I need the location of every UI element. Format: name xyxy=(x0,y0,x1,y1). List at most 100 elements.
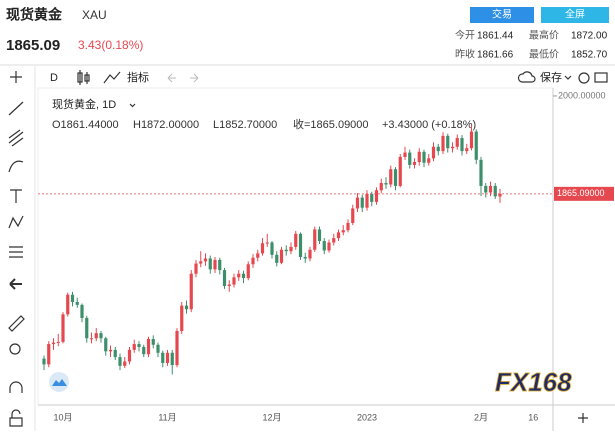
candle-body xyxy=(450,146,455,149)
chart-title[interactable]: 现货黄金, 1D xyxy=(52,97,116,111)
candle-body xyxy=(479,159,483,186)
candle-body xyxy=(184,305,189,310)
candle-body xyxy=(199,261,203,264)
candle-body xyxy=(341,230,345,233)
candle-body xyxy=(351,208,355,223)
candle-body xyxy=(393,169,398,186)
asset-symbol: XAU xyxy=(82,8,107,22)
button-bg[interactable] xyxy=(541,7,609,23)
watermark: FX168 xyxy=(495,367,572,397)
title-menu[interactable] xyxy=(129,103,136,108)
candle-body xyxy=(237,273,241,278)
candle-body xyxy=(493,185,497,197)
candle-body xyxy=(246,264,250,279)
interval[interactable]: D xyxy=(50,72,58,84)
candle-body xyxy=(403,152,407,157)
trade-button[interactable]: 交易 xyxy=(470,7,534,23)
candle-body xyxy=(218,259,222,271)
text-tool[interactable] xyxy=(10,189,22,203)
drawing-tools xyxy=(8,71,25,427)
candle-body xyxy=(51,342,56,345)
candle-body xyxy=(455,138,459,147)
candle-body xyxy=(241,273,246,279)
indicator-icon[interactable] xyxy=(103,71,121,84)
lock-tool[interactable] xyxy=(9,409,23,427)
candle-body xyxy=(137,344,141,347)
candle-body xyxy=(469,131,474,149)
button-bg[interactable] xyxy=(470,7,534,23)
candle-body xyxy=(474,131,478,160)
candle-body xyxy=(484,185,488,193)
undo[interactable] xyxy=(167,73,176,83)
x-tick-label: 12月 xyxy=(262,412,281,422)
settings-icon[interactable] xyxy=(578,72,590,84)
candle-body xyxy=(180,305,184,332)
x-tick-label: 2月 xyxy=(474,412,488,422)
x-tick-label: 11月 xyxy=(158,412,176,422)
legend-close: 收=1865.09000 xyxy=(293,117,369,131)
candle-body xyxy=(322,241,326,251)
candle-body xyxy=(123,361,127,366)
back-tool[interactable] xyxy=(9,278,22,290)
snapshot-icon[interactable] xyxy=(594,72,608,83)
candle-body xyxy=(227,284,231,287)
candle-body xyxy=(289,246,293,252)
candle-body xyxy=(379,183,383,191)
candle-body xyxy=(189,273,193,310)
button-label[interactable]: 交易 xyxy=(492,8,512,21)
candle-body xyxy=(260,243,265,254)
legend-low: L1852.70000 xyxy=(213,119,277,131)
button-label[interactable]: 全屏 xyxy=(565,8,585,21)
candle-body xyxy=(294,233,298,247)
candle-body xyxy=(213,259,217,270)
candle-body xyxy=(108,349,113,352)
save-menu[interactable] xyxy=(564,75,572,80)
candle-body xyxy=(208,258,212,270)
candle-body xyxy=(194,263,198,274)
pattern-tool[interactable] xyxy=(8,215,24,229)
candle-body xyxy=(336,232,341,239)
ruler-tool[interactable] xyxy=(8,315,25,332)
candle-body xyxy=(346,222,350,231)
candle-body xyxy=(156,344,160,353)
candle-body xyxy=(441,135,445,152)
candle-body xyxy=(170,352,174,366)
candle-body xyxy=(431,146,436,159)
indicators[interactable]: 指标 xyxy=(127,70,149,84)
candle-body xyxy=(498,193,502,197)
price-change: 3.43(0.18%) xyxy=(78,38,143,52)
ohlc-legend: O1861.44000 H1872.00000 L1852.70000 收=18… xyxy=(52,117,476,131)
chart-style-icon[interactable] xyxy=(77,70,90,85)
candle-body xyxy=(384,183,388,185)
candle-body xyxy=(488,185,493,193)
y-tick-label: 2000.00000 xyxy=(558,90,606,100)
candle-body xyxy=(398,156,402,186)
stat-value: 1861.66 xyxy=(477,50,514,61)
candle-body xyxy=(317,229,322,242)
crosshair-tool[interactable] xyxy=(10,71,22,83)
cloud-icon[interactable] xyxy=(517,71,536,83)
save[interactable]: 保存 xyxy=(540,70,562,84)
candle-body xyxy=(251,257,255,265)
candle-body xyxy=(66,294,70,315)
axis-settings[interactable] xyxy=(578,413,588,423)
fullscreen-button[interactable]: 全屏 xyxy=(541,7,609,23)
last-price-box xyxy=(554,186,614,201)
measure-tool[interactable] xyxy=(9,246,23,258)
magnet-tool[interactable] xyxy=(9,381,23,393)
brush-tool[interactable] xyxy=(8,160,24,173)
candle-body xyxy=(412,161,417,165)
candle-body xyxy=(298,233,303,258)
candle-body xyxy=(422,151,426,163)
candle-body xyxy=(460,138,464,152)
fib-tool[interactable] xyxy=(8,129,24,147)
zoom-tool[interactable] xyxy=(9,343,21,355)
candle-body xyxy=(142,346,146,355)
candle-body xyxy=(70,294,75,302)
candle-body xyxy=(61,314,65,342)
line-tool[interactable] xyxy=(8,101,24,116)
candle-body xyxy=(465,148,469,152)
redo[interactable] xyxy=(190,73,199,83)
x-tick-label: 16 xyxy=(528,412,538,422)
